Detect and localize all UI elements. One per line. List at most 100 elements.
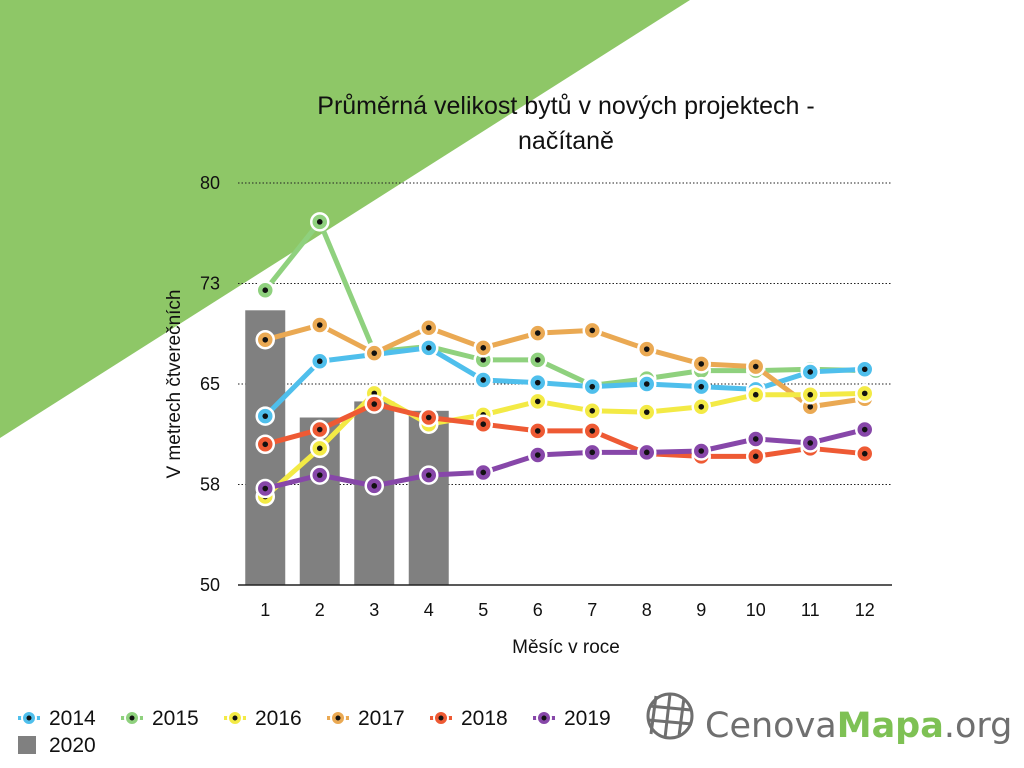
- y-tick-label: 73: [200, 274, 220, 294]
- data-point-center: [807, 403, 814, 410]
- chart-title-line-1: Průměrná velikost bytů v nových projekte…: [317, 92, 814, 120]
- legend-swatch-bar: [18, 736, 36, 754]
- legend-label: 2015: [152, 707, 199, 730]
- data-point-center: [752, 436, 759, 442]
- data-point-center: [316, 358, 323, 365]
- data-point-center: [861, 426, 868, 433]
- legend-label: 2020: [49, 734, 96, 757]
- data-point-center: [316, 322, 323, 328]
- data-point-center: [262, 287, 269, 294]
- data-point-center: [371, 401, 378, 407]
- legend-item-2016: 2016: [224, 707, 302, 730]
- legend-item-2020: 2020: [18, 734, 96, 757]
- legend-swatch-dot: [438, 715, 444, 721]
- legend-item-2014: 2014: [18, 707, 96, 730]
- logo-text-cenova: Cenova: [705, 706, 837, 746]
- data-point-center: [643, 381, 650, 387]
- series-2016: [255, 383, 875, 507]
- series-2019: [255, 419, 875, 499]
- x-axis-ticks: 1 2 3 4 5 6 7 8 9 10 11 12: [260, 600, 875, 620]
- data-point-center: [752, 363, 759, 370]
- logo-text-mapa: Mapa: [837, 706, 944, 746]
- data-point-center: [534, 357, 541, 363]
- x-tick-label: 2: [315, 600, 325, 620]
- data-point-center: [425, 472, 432, 478]
- data-point-center: [316, 445, 323, 452]
- x-tick-label: 1: [260, 600, 270, 620]
- bar-2020: [408, 410, 449, 585]
- data-point-center: [807, 440, 814, 446]
- legend-label: 2019: [564, 707, 611, 730]
- data-point-center: [589, 383, 596, 390]
- legend-item-2019: 2019: [533, 707, 611, 730]
- series-2015: [255, 212, 875, 396]
- y-tick-label: 65: [200, 374, 220, 394]
- legend-swatch-dot: [335, 715, 341, 721]
- x-tick-label: 3: [369, 600, 379, 620]
- chart-title-line-2: načítaně: [518, 127, 614, 155]
- legend-swatch-dot: [232, 715, 238, 721]
- data-point-center: [425, 414, 432, 421]
- data-point-center: [534, 330, 541, 336]
- legend-item-2018: 2018: [430, 707, 508, 730]
- legend-swatch-dot: [129, 715, 135, 721]
- data-point-center: [698, 383, 705, 390]
- series-2017: [255, 315, 875, 417]
- data-point-center: [698, 361, 705, 367]
- data-point-center: [643, 346, 650, 352]
- legend-swatch-dot: [26, 715, 32, 721]
- data-point-center: [371, 350, 378, 356]
- y-axis-title: V metrech čtverečních: [164, 289, 185, 478]
- data-point-center: [861, 390, 868, 397]
- x-tick-label: 5: [478, 600, 488, 620]
- line-series: [255, 212, 875, 507]
- legend-label: 2016: [255, 707, 302, 730]
- legend-item-2017: 2017: [327, 707, 405, 730]
- data-point-center: [752, 391, 759, 398]
- data-point-center: [643, 409, 650, 415]
- data-point-center: [425, 324, 432, 331]
- x-tick-label: 4: [424, 600, 434, 620]
- legend-label: 2014: [49, 707, 96, 730]
- data-point-center: [262, 336, 269, 343]
- legend-label: 2018: [461, 707, 508, 730]
- data-point-center: [589, 327, 596, 334]
- y-tick-label: 58: [200, 475, 220, 495]
- data-point-center: [807, 369, 814, 375]
- legend: 2014 2015 2016 2017 2018 2019 2020: [18, 707, 611, 757]
- data-point-center: [425, 345, 432, 351]
- data-point-center: [698, 403, 705, 410]
- data-point-center: [262, 441, 269, 448]
- corner-decoration: [0, 0, 690, 438]
- y-tick-label: 80: [200, 173, 220, 193]
- data-point-center: [861, 450, 868, 457]
- x-tick-label: 11: [801, 600, 820, 620]
- x-tick-label: 6: [533, 600, 543, 620]
- data-point-center: [316, 426, 323, 433]
- series-line: [262, 219, 868, 388]
- data-point-center: [480, 469, 487, 476]
- y-tick-label: 50: [200, 575, 220, 595]
- x-tick-label: 8: [642, 600, 652, 620]
- data-point-center: [480, 421, 487, 428]
- data-point-center: [752, 453, 759, 460]
- x-tick-label: 7: [587, 600, 597, 620]
- data-point-center: [371, 483, 378, 489]
- x-tick-label: 9: [696, 600, 706, 620]
- data-point-center: [534, 452, 541, 458]
- x-axis-title: Měsíc v roce: [512, 637, 620, 658]
- data-point-center: [480, 345, 487, 351]
- data-point-center: [589, 428, 596, 434]
- legend-swatch-dot: [541, 715, 547, 721]
- data-point-center: [698, 448, 705, 454]
- data-point-center: [316, 472, 323, 478]
- x-tick-label: 10: [746, 600, 766, 620]
- data-point-center: [262, 485, 269, 492]
- data-point-center: [589, 408, 596, 414]
- x-tick-label: 12: [855, 600, 875, 620]
- data-point-center: [534, 428, 541, 434]
- data-point-center: [861, 366, 868, 373]
- globe-icon: [646, 692, 694, 740]
- legend-label: 2017: [358, 707, 405, 730]
